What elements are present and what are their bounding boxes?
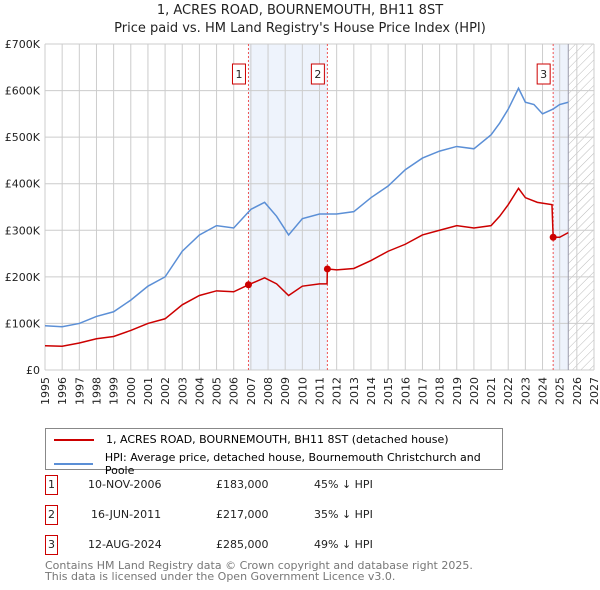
sale-point: [549, 233, 557, 241]
x-tick-label: 2015: [382, 377, 395, 405]
sale-date: 16-JUN-2011: [91, 508, 162, 521]
x-tick-label: 1995: [39, 377, 52, 405]
x-tick-label: 2022: [502, 377, 515, 405]
legend-swatch: [54, 463, 93, 465]
x-tick-label: 2023: [519, 377, 532, 405]
highlight-band: [553, 44, 569, 370]
x-tick-label: 1997: [73, 377, 86, 405]
y-tick-label: £300K: [5, 224, 41, 237]
sale-badge: 1: [45, 475, 58, 495]
sale-price: £217,000: [216, 508, 269, 521]
sale-date: 12-AUG-2024: [88, 538, 162, 551]
sale-delta: 49% ↓ HPI: [314, 538, 373, 551]
x-tick-label: 2006: [228, 377, 241, 405]
x-tick-label: 2026: [571, 377, 584, 405]
sale-label-box: [231, 63, 246, 85]
y-tick-label: £400K: [5, 178, 41, 191]
chart-title: 1, ACRES ROAD, BOURNEMOUTH, BH11 8ST: [156, 3, 444, 18]
footer-line: This data is licensed under the Open Gov…: [45, 570, 396, 583]
sale-delta: 35% ↓ HPI: [314, 508, 373, 521]
x-tick-label: 2017: [416, 377, 429, 405]
legend-label: HPI: Average price, detached house, Bour…: [104, 451, 481, 477]
series-line-hpi: [44, 86, 569, 328]
x-tick-label: 2005: [211, 377, 224, 405]
y-tick-label: £100K: [5, 317, 41, 330]
y-tick-label: £500K: [5, 131, 41, 144]
x-tick-label: 2016: [399, 377, 412, 405]
x-tick-label: 2020: [468, 377, 481, 405]
forecast-hatch: [568, 44, 594, 370]
footer: Contains HM Land Registry data © Crown c…: [45, 560, 473, 582]
sale-badge: 2: [45, 505, 58, 525]
sale-label: 1: [235, 68, 242, 81]
sale-point: [323, 265, 331, 273]
x-tick-label: 2018: [434, 377, 447, 405]
footer-line: Contains HM Land Registry data © Crown c…: [45, 559, 473, 572]
sale-price: £285,000: [216, 538, 269, 551]
x-tick-label: 2011: [314, 377, 327, 405]
highlight-band: [248, 44, 328, 370]
x-tick-label: 2003: [176, 377, 189, 405]
x-tick-label: 2009: [279, 377, 292, 405]
x-tick-label: 1999: [108, 377, 121, 405]
y-tick-label: £200K: [5, 271, 41, 284]
sale-date: 10-NOV-2006: [88, 478, 162, 491]
y-tick-label: £600K: [5, 85, 41, 98]
sale-delta: 45% ↓ HPI: [314, 478, 373, 491]
x-tick-label: 2013: [348, 377, 361, 405]
legend: 1, ACRES ROAD, BOURNEMOUTH, BH11 8ST (de…: [45, 428, 503, 477]
legend-item-hpi: HPI: Average price, detached house, Bour…: [54, 451, 502, 477]
x-tick-label: 2002: [159, 377, 172, 405]
x-tick-label: 1998: [90, 377, 103, 405]
x-tick-label: 2012: [331, 377, 344, 405]
y-tick-label: £0: [26, 364, 40, 377]
x-tick-label: 2004: [193, 377, 206, 405]
sale-label: 3: [540, 68, 547, 81]
x-tick-label: 1996: [56, 377, 69, 405]
x-tick-label: 2019: [451, 377, 464, 405]
x-tick-label: 2008: [262, 377, 275, 405]
sale-point: [244, 281, 252, 289]
x-tick-label: 2014: [365, 377, 378, 405]
x-tick-label: 2000: [125, 377, 138, 405]
y-tick-label: £700K: [5, 38, 41, 51]
chart: 1995 1996 1997 1998 1999 2000 2001 2002 2003 2004…: [5, 38, 600, 405]
sale-label: 2: [314, 68, 321, 81]
legend-item-property: 1, ACRES ROAD, BOURNEMOUTH, BH11 8ST (de…: [54, 433, 449, 446]
x-tick-label: 2024: [537, 377, 550, 405]
legend-swatch: [54, 438, 94, 441]
x-tick-label: 2021: [485, 377, 498, 405]
x-tick-label: 2007: [245, 377, 258, 405]
sale-price: £183,000: [216, 478, 269, 491]
x-tick-label: 2001: [142, 377, 155, 405]
x-tick-label: 2027: [588, 377, 600, 405]
x-tick-label: 2010: [296, 377, 309, 405]
sale-label-box: [310, 63, 325, 85]
sale-label-box: [536, 63, 551, 85]
chart-subtitle: Price paid vs. HM Land Registry's House …: [114, 21, 486, 36]
x-tick-label: 2025: [554, 377, 567, 405]
legend-label: 1, ACRES ROAD, BOURNEMOUTH, BH11 8ST (de…: [106, 433, 449, 446]
sale-badge: 3: [45, 535, 58, 555]
